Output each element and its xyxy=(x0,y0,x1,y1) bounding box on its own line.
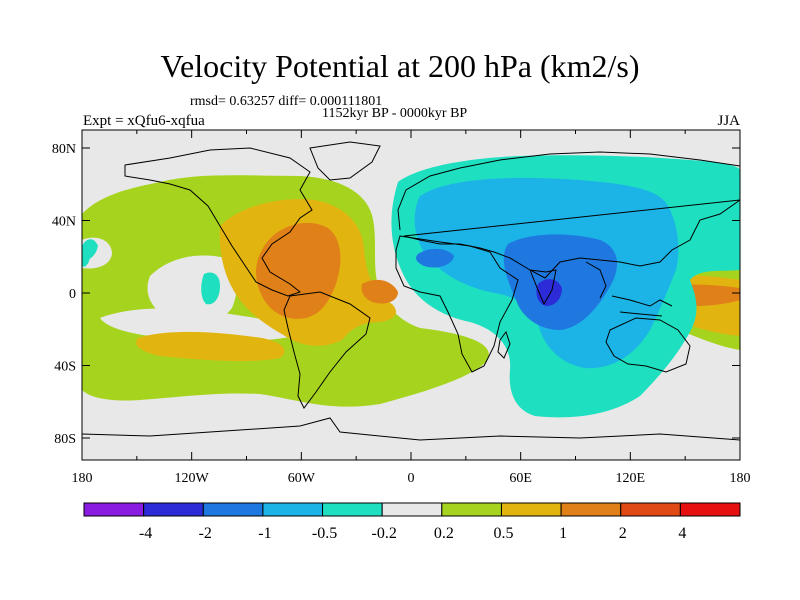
axis-labels: 80N 40N 0 40S 80S 180 120W 60W 0 60E 120E 180 xyxy=(52,142,751,486)
colorbar-swatch xyxy=(202,502,264,517)
colorbar-label: 2 xyxy=(619,525,627,542)
lon-tick-label: 180 xyxy=(730,471,751,486)
lat-tick-label: 80S xyxy=(54,432,76,447)
stats-text: rmsd= 0.63257 diff= 0.000111801 xyxy=(190,94,383,109)
lat-tick-label: 0 xyxy=(69,287,76,302)
colorbar-label: 0.2 xyxy=(434,525,454,542)
colorbar-swatch xyxy=(560,502,622,517)
velocity-potential-field xyxy=(82,130,740,460)
coastline-india xyxy=(529,269,557,306)
colorbar-swatch xyxy=(620,502,681,517)
lon-tick-label: 60E xyxy=(509,471,532,486)
contour-negative-strong xyxy=(503,234,618,330)
colorbar-label: 1 xyxy=(559,525,567,542)
coastline-greenland xyxy=(309,141,381,181)
contour-neutral-pacific xyxy=(147,255,238,326)
contour-negative-pacific-spot xyxy=(201,272,220,305)
coastline-africa xyxy=(395,235,519,373)
colorbar-label: -0.5 xyxy=(312,525,337,542)
colorbar-swatch xyxy=(500,502,562,517)
colorbar-swatch xyxy=(322,502,383,517)
contour-negative-extreme xyxy=(536,279,562,306)
colorbar-label: -4 xyxy=(139,525,152,542)
colorbar-swatch xyxy=(262,502,324,517)
colorbar-label: 4 xyxy=(678,525,686,542)
contour-positive-strong-atlantic xyxy=(361,279,398,304)
lon-tick-label: 120E xyxy=(616,471,646,486)
lat-tick-label: 40N xyxy=(52,215,76,230)
experiment-label: Expt = xQfu6-xqfua xyxy=(83,113,205,129)
coastline-southeast-asia xyxy=(585,261,673,317)
colorbar-swatch xyxy=(381,502,443,517)
contour-negative-weak-west xyxy=(82,239,98,261)
coastline-south-america xyxy=(283,291,371,409)
lat-tick-label: 80N xyxy=(52,142,76,157)
colorbar-label: -2 xyxy=(199,525,212,542)
period-text: 1152kyr BP - 0000kyr BP xyxy=(322,106,468,121)
lon-tick-label: 60W xyxy=(288,471,316,486)
coastline-madagascar xyxy=(497,330,511,359)
colorbar-swatch xyxy=(441,502,502,517)
colorbar-label: -0.2 xyxy=(372,525,397,542)
coastline-north-america xyxy=(124,147,313,297)
lon-tick-label: 120W xyxy=(175,471,210,486)
colorbar-swatch xyxy=(83,502,145,517)
season-label: JJA xyxy=(717,113,740,129)
coastline-eurasia xyxy=(397,151,740,279)
contour-positive-strong xyxy=(256,222,341,319)
coastline-australia xyxy=(605,317,691,373)
colorbar-swatch xyxy=(143,502,204,517)
coastline-antarctica xyxy=(82,417,740,441)
colorbar-swatch xyxy=(679,502,741,517)
colorbar: -4 -2 -1 -0.5 -0.2 0.2 0.5 1 2 4 xyxy=(83,502,741,542)
map-title: Velocity Potential at 200 hPa (km2/s) xyxy=(160,48,640,84)
contour-positive-mid-south xyxy=(136,331,285,362)
colorbar-label: -1 xyxy=(258,525,271,542)
colorbar-label: 0.5 xyxy=(493,525,513,542)
contour-negative-strong-west xyxy=(416,248,454,268)
lat-tick-label: 40S xyxy=(54,360,76,375)
axis-ticks xyxy=(81,130,741,460)
coastlines xyxy=(82,141,740,441)
lon-tick-label: 0 xyxy=(408,471,415,486)
lon-tick-label: 180 xyxy=(72,471,93,486)
contour-neutral-south-pacific xyxy=(100,308,330,342)
